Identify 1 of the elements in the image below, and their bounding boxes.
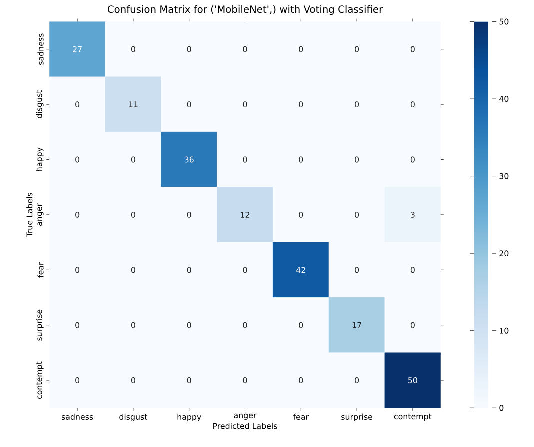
chart-title: Confusion Matrix for ('MobileNet',) with Voting Classifier	[108, 6, 384, 16]
